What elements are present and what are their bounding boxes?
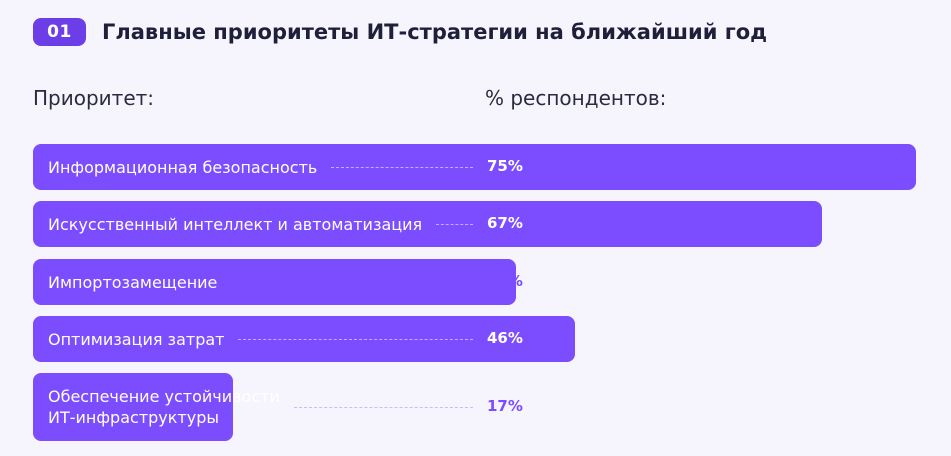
bar-label-5: Обеспечение устойчивости ИТ-инфраструктур… (48, 387, 280, 427)
bar-3 (33, 259, 516, 305)
bar-1 (33, 144, 916, 190)
bar-value-4: 46% (487, 329, 523, 347)
bar-value-2: 67% (487, 214, 523, 232)
leader-line-3 (231, 282, 473, 283)
bar-value-3: 41% (487, 272, 523, 290)
page-title: Главные приоритеты ИТ-стратегии на ближа… (102, 20, 768, 44)
bar-label-3: Импортозамещение (48, 272, 218, 292)
bar-value-1: 75% (487, 157, 523, 175)
bar-value-5: 17% (487, 397, 523, 415)
bar-label-4: Оптимизация затрат (48, 329, 225, 349)
leader-line-5 (294, 407, 473, 408)
bar-label-2: Искусственный интеллект и автоматизация (48, 214, 423, 234)
leader-line-1 (331, 167, 473, 168)
bar-5 (33, 373, 233, 441)
respondents-column-label: % респондентов: (485, 86, 667, 110)
section-number-badge: 01 (33, 18, 86, 46)
bar-2 (33, 201, 822, 247)
leader-line-2 (436, 224, 473, 225)
leader-line-4 (238, 339, 473, 340)
section-header: 01 Главные приоритеты ИТ-стратегии на бл… (33, 18, 767, 46)
bar-label-1: Информационная безопасность (48, 157, 318, 177)
priority-column-label: Приоритет: (33, 86, 155, 110)
